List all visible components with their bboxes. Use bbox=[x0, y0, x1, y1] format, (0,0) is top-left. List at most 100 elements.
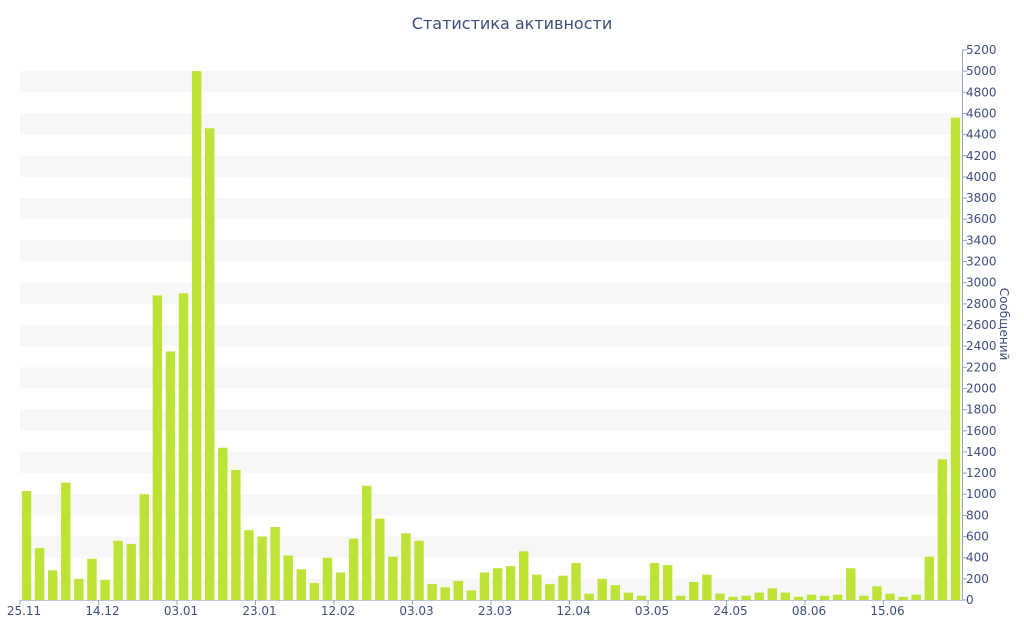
bar bbox=[100, 579, 110, 600]
bar bbox=[113, 540, 123, 600]
x-ticks: 25.11 14.12 03.01 23.01 12.02 03.03 23.03 12.04… bbox=[7, 600, 905, 618]
grid-bands bbox=[20, 71, 962, 600]
y-tick-label: 2600 bbox=[966, 318, 997, 332]
bar bbox=[545, 584, 555, 600]
bar bbox=[244, 530, 254, 600]
grid-band bbox=[20, 325, 962, 347]
y-tick-label: 1200 bbox=[966, 466, 997, 480]
y-tick-label: 4200 bbox=[966, 149, 997, 163]
bar bbox=[453, 580, 464, 600]
bar bbox=[427, 584, 437, 600]
y-tick-label: 2400 bbox=[966, 339, 997, 353]
bar bbox=[832, 594, 843, 600]
bar bbox=[322, 557, 333, 600]
y-tick-label: 4400 bbox=[966, 128, 997, 142]
y-tick-label: 3600 bbox=[966, 212, 997, 226]
y-tick-label: 2000 bbox=[966, 381, 997, 395]
grid-band bbox=[20, 451, 962, 474]
x-tick-label: 23.01 bbox=[242, 604, 276, 618]
y-tick-label: 2800 bbox=[966, 297, 997, 311]
bar bbox=[479, 572, 490, 600]
y-tick-label: 3200 bbox=[966, 255, 997, 269]
grid-band bbox=[20, 367, 962, 389]
bar bbox=[728, 596, 738, 600]
y-tick-label: 0 bbox=[966, 593, 974, 607]
x-tick-label: 03.03 bbox=[399, 604, 433, 618]
bar bbox=[885, 593, 895, 600]
bar bbox=[754, 592, 764, 600]
bar bbox=[361, 485, 372, 600]
x-tick-label: 14.12 bbox=[85, 604, 119, 618]
bar bbox=[204, 128, 215, 600]
bar bbox=[636, 595, 647, 600]
bar bbox=[662, 565, 673, 600]
grid-band bbox=[20, 494, 962, 516]
bar bbox=[597, 578, 607, 600]
bar bbox=[715, 593, 725, 600]
bar bbox=[257, 536, 267, 600]
bar bbox=[505, 566, 516, 600]
grid-band bbox=[20, 409, 962, 431]
bar bbox=[283, 555, 293, 600]
bar bbox=[610, 585, 621, 600]
bar bbox=[780, 592, 791, 600]
bar bbox=[767, 588, 778, 600]
bar bbox=[675, 595, 686, 600]
grid-band bbox=[20, 578, 962, 600]
bar bbox=[872, 586, 882, 600]
x-tick-label: 24.05 bbox=[713, 604, 747, 618]
bar bbox=[846, 568, 856, 600]
bar bbox=[152, 295, 163, 600]
bar bbox=[859, 595, 869, 600]
x-tick-label: 03.05 bbox=[635, 604, 669, 618]
chart-title: Статистика активности bbox=[411, 14, 613, 33]
bar bbox=[898, 596, 908, 600]
bar bbox=[270, 527, 280, 600]
x-tick-label: 08.06 bbox=[792, 604, 826, 618]
y-tick-label: 1800 bbox=[966, 403, 997, 417]
bar bbox=[74, 578, 84, 600]
bar bbox=[466, 590, 477, 600]
bar bbox=[231, 469, 241, 600]
bar bbox=[911, 594, 921, 600]
x-tick-label: 12.02 bbox=[321, 604, 355, 618]
grid-band bbox=[20, 113, 962, 135]
bar bbox=[375, 518, 385, 600]
y-ticks: 0 200 400 600 800 1000 1200 1400 1600 1800 2000 220… bbox=[962, 43, 997, 607]
bar bbox=[937, 459, 948, 600]
bar bbox=[518, 551, 529, 600]
y-tick-label: 3400 bbox=[966, 233, 997, 247]
bar bbox=[623, 592, 634, 600]
bar bbox=[47, 570, 58, 600]
bar bbox=[440, 587, 450, 600]
grid-band bbox=[20, 536, 962, 558]
bar bbox=[87, 558, 97, 600]
y-tick-label: 200 bbox=[966, 572, 989, 586]
x-tick-label: 25.11 bbox=[7, 604, 41, 618]
y-tick-label: 1600 bbox=[966, 424, 997, 438]
bar bbox=[309, 583, 320, 600]
bar bbox=[793, 596, 804, 600]
bar bbox=[414, 540, 424, 600]
bar bbox=[296, 569, 307, 600]
bar bbox=[558, 575, 568, 600]
bar bbox=[924, 556, 935, 600]
bar bbox=[702, 574, 712, 600]
y-tick-label: 1400 bbox=[966, 445, 997, 459]
y-tick-label: 5000 bbox=[966, 64, 997, 78]
bar bbox=[401, 533, 411, 600]
bar bbox=[584, 593, 594, 600]
bar bbox=[806, 594, 817, 600]
bar bbox=[741, 595, 751, 600]
bar bbox=[61, 482, 71, 600]
bar bbox=[165, 351, 176, 600]
bar bbox=[139, 494, 150, 600]
bar bbox=[218, 447, 228, 600]
y-tick-label: 400 bbox=[966, 551, 989, 565]
bar bbox=[649, 562, 660, 600]
y-axis-label: Сообщений bbox=[997, 287, 1011, 361]
bar bbox=[348, 538, 359, 600]
x-tick-label: 15.06 bbox=[870, 604, 904, 618]
